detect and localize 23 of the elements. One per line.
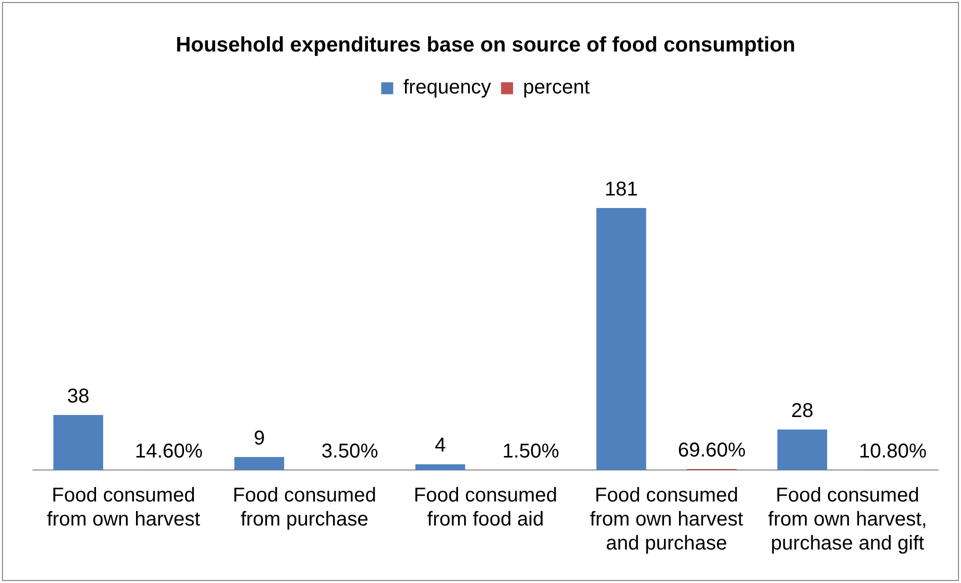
bar — [596, 208, 646, 470]
data-label: 4 — [434, 434, 446, 457]
data-label: 38 — [67, 386, 90, 408]
legend-label: frequency — [403, 76, 492, 99]
data-label: 9 — [254, 427, 265, 450]
data-label: 1.50% — [502, 440, 560, 462]
x-tick-label: Food consumed from own harvest — [46, 484, 201, 531]
x-tick-label: Food consumed from own harvest and purchase — [590, 484, 744, 555]
data-label: 3.50% — [321, 440, 378, 462]
bar — [53, 415, 104, 470]
data-label: 28 — [791, 400, 814, 422]
data-label: 14.60% — [134, 440, 203, 462]
data-label: 10.80% — [858, 440, 927, 462]
x-tick-label: Food consumed from purchase — [232, 484, 376, 531]
legend-label: percent — [523, 76, 590, 99]
chart-title: Household expenditures base on source of food consumption — [176, 33, 796, 56]
bar — [415, 464, 466, 470]
x-tick-label: Food consumed from own harvest, purchase and gift — [768, 484, 927, 555]
bar — [777, 429, 828, 470]
data-label: 181 — [604, 178, 638, 201]
data-label: 69.60% — [678, 440, 746, 462]
bar — [234, 456, 284, 470]
x-tick-label: Food consumed from food aid — [414, 484, 558, 531]
